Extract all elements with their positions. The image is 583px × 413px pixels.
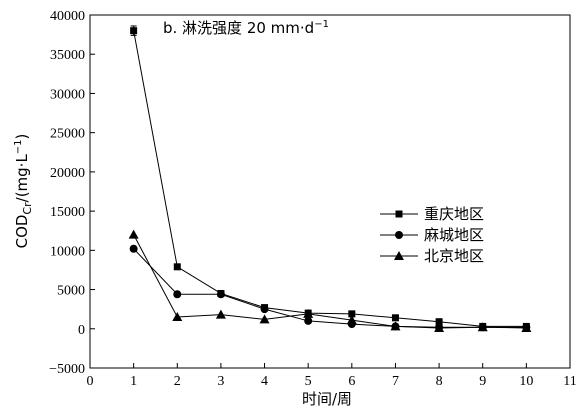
y-tick-label: 30000 xyxy=(50,87,85,102)
y-tick-label: 5000 xyxy=(57,284,85,299)
legend-marker-square xyxy=(395,210,403,218)
x-tick-label: 10 xyxy=(519,374,533,389)
data-point-square xyxy=(130,27,138,35)
legend-entry: 麻城地区 xyxy=(380,226,484,244)
data-point-triangle xyxy=(434,322,445,332)
data-point-square xyxy=(435,318,443,326)
legend-entry: 北京地区 xyxy=(380,247,484,265)
data-point-circle xyxy=(216,290,225,299)
legend-marker-circle xyxy=(395,231,403,239)
x-tick-label: 2 xyxy=(174,374,181,389)
data-point-square xyxy=(173,263,181,271)
data-point-triangle xyxy=(128,229,139,239)
series-line xyxy=(133,234,527,329)
axis-ticks: 0 1 2 3 4 5 6 7 8 9 10 11−5000050001000015000200002… xyxy=(49,9,577,389)
y-tick-label: 10000 xyxy=(50,244,85,259)
series-line xyxy=(133,30,527,327)
data-point-square xyxy=(348,310,356,318)
data-point-triangle xyxy=(477,322,488,332)
x-tick-label: 9 xyxy=(479,374,486,389)
y-axis-title-sup: −1 xyxy=(13,139,24,154)
data-point-circle xyxy=(129,244,138,253)
y-tick-label: −5000 xyxy=(49,362,85,377)
data-point-triangle xyxy=(346,315,357,325)
y-tick-label: 0 xyxy=(78,323,85,338)
legend-label: 北京地区 xyxy=(424,247,484,265)
y-axis-title: CODCr/(mg·L−1) xyxy=(13,134,34,249)
data-point-triangle xyxy=(215,309,226,319)
y-axis-title-close: ) xyxy=(13,134,31,140)
data-point-square xyxy=(391,314,399,322)
legend-marker-triangle xyxy=(394,251,404,260)
x-tick-label: 11 xyxy=(563,374,576,389)
x-tick-label: 4 xyxy=(261,374,268,389)
data-point-triangle xyxy=(390,321,401,331)
chart-annotation: b. 淋洗强度 20 mm·d−1 xyxy=(163,19,329,37)
x-tick-label: 7 xyxy=(392,374,399,389)
series-square xyxy=(130,25,530,330)
x-tick-label: 1 xyxy=(130,374,137,389)
series-triangle xyxy=(128,229,532,332)
x-tick-label: 8 xyxy=(436,374,443,389)
series-layer xyxy=(128,25,532,332)
y-axis-title-sub: Cr xyxy=(21,202,34,215)
plot-frame xyxy=(89,14,571,369)
x-tick-label: 6 xyxy=(348,374,355,389)
y-tick-label: 40000 xyxy=(50,9,85,24)
data-point-circle xyxy=(260,305,269,314)
x-tick-label: 0 xyxy=(87,374,94,389)
data-point-triangle xyxy=(259,314,270,324)
y-tick-label: 20000 xyxy=(50,166,85,181)
y-tick-label: 25000 xyxy=(50,127,85,142)
legend-entry: 重庆地区 xyxy=(380,205,484,223)
y-tick-label: 35000 xyxy=(50,48,85,63)
data-point-circle xyxy=(304,316,313,325)
x-tick-label: 3 xyxy=(217,374,224,389)
y-axis-title-tail: /(mg·L xyxy=(13,154,31,203)
data-point-circle xyxy=(173,290,182,299)
x-tick-label: 5 xyxy=(305,374,312,389)
y-tick-label: 15000 xyxy=(50,205,85,220)
chart-annotation-sup: −1 xyxy=(314,19,329,30)
data-point-triangle xyxy=(303,308,314,318)
legend-label: 重庆地区 xyxy=(424,205,484,223)
data-point-triangle xyxy=(521,322,532,332)
x-axis-title: 时间/周 xyxy=(302,390,352,408)
data-point-triangle xyxy=(172,312,183,322)
legend-label: 麻城地区 xyxy=(424,226,484,244)
